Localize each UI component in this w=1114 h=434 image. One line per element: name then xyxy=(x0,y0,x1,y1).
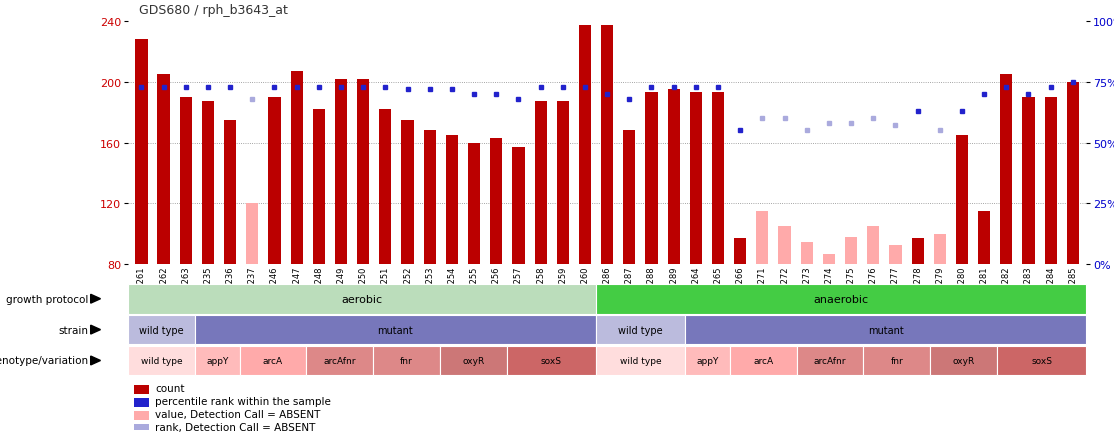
Bar xyxy=(934,234,946,265)
Text: aerobic: aerobic xyxy=(342,294,382,304)
Bar xyxy=(846,237,857,265)
Text: arcA: arcA xyxy=(753,356,773,365)
Bar xyxy=(379,110,391,265)
Text: fnr: fnr xyxy=(890,356,903,365)
Bar xyxy=(867,227,879,265)
Text: arcA: arcA xyxy=(263,356,283,365)
Text: oxyR: oxyR xyxy=(952,356,975,365)
Bar xyxy=(956,135,968,265)
Text: GDS680 / rph_b3643_at: GDS680 / rph_b3643_at xyxy=(139,4,289,17)
Bar xyxy=(134,398,149,407)
Bar xyxy=(446,135,458,265)
Polygon shape xyxy=(90,356,100,365)
Text: genotype/variation: genotype/variation xyxy=(0,356,88,365)
Bar xyxy=(1045,98,1057,265)
Bar xyxy=(756,211,769,265)
Bar xyxy=(134,424,149,433)
Bar xyxy=(179,98,192,265)
Bar xyxy=(1000,75,1013,265)
Text: anaerobic: anaerobic xyxy=(813,294,869,304)
Bar xyxy=(335,79,348,265)
Bar xyxy=(401,120,413,265)
Text: mutant: mutant xyxy=(868,325,903,335)
Polygon shape xyxy=(90,295,100,303)
Bar xyxy=(157,75,169,265)
Text: value, Detection Call = ABSENT: value, Detection Call = ABSENT xyxy=(155,409,321,419)
Bar xyxy=(1067,82,1079,265)
Text: wild type: wild type xyxy=(619,356,662,365)
Text: percentile rank within the sample: percentile rank within the sample xyxy=(155,397,331,407)
Bar xyxy=(246,204,258,265)
Text: appY: appY xyxy=(206,356,228,365)
Text: rank, Detection Call = ABSENT: rank, Detection Call = ABSENT xyxy=(155,422,315,432)
Text: appY: appY xyxy=(696,356,719,365)
Text: soxS: soxS xyxy=(541,356,561,365)
Bar xyxy=(779,227,791,265)
Bar xyxy=(423,131,436,265)
Text: oxyR: oxyR xyxy=(462,356,485,365)
Bar xyxy=(889,245,901,265)
Text: arcAfnr: arcAfnr xyxy=(813,356,847,365)
Bar xyxy=(268,98,281,265)
Bar xyxy=(911,239,924,265)
Bar xyxy=(135,40,147,265)
Bar xyxy=(535,102,547,265)
Bar xyxy=(579,26,592,265)
Text: mutant: mutant xyxy=(378,325,413,335)
Text: count: count xyxy=(155,384,185,394)
Bar xyxy=(291,72,303,265)
Bar xyxy=(690,93,702,265)
Text: wild type: wild type xyxy=(140,356,183,365)
Polygon shape xyxy=(90,326,100,334)
Bar xyxy=(712,93,724,265)
Bar xyxy=(313,110,325,265)
Bar xyxy=(823,254,836,265)
Bar xyxy=(134,385,149,394)
Bar xyxy=(734,239,746,265)
Text: growth protocol: growth protocol xyxy=(6,294,88,304)
Bar xyxy=(134,411,149,420)
Bar xyxy=(468,143,480,265)
Text: soxS: soxS xyxy=(1032,356,1052,365)
Bar xyxy=(490,138,502,265)
Bar xyxy=(202,102,214,265)
Bar xyxy=(801,242,813,265)
Bar xyxy=(623,131,635,265)
Text: arcAfnr: arcAfnr xyxy=(323,356,356,365)
Bar xyxy=(645,93,657,265)
Bar xyxy=(602,26,613,265)
Bar xyxy=(667,90,680,265)
Text: wild type: wild type xyxy=(618,325,663,335)
Text: fnr: fnr xyxy=(400,356,413,365)
Bar xyxy=(557,102,569,265)
Text: wild type: wild type xyxy=(139,325,184,335)
Bar xyxy=(978,211,990,265)
Bar xyxy=(358,79,369,265)
Bar xyxy=(512,148,525,265)
Text: strain: strain xyxy=(58,325,88,335)
Bar xyxy=(1023,98,1035,265)
Bar xyxy=(224,120,236,265)
